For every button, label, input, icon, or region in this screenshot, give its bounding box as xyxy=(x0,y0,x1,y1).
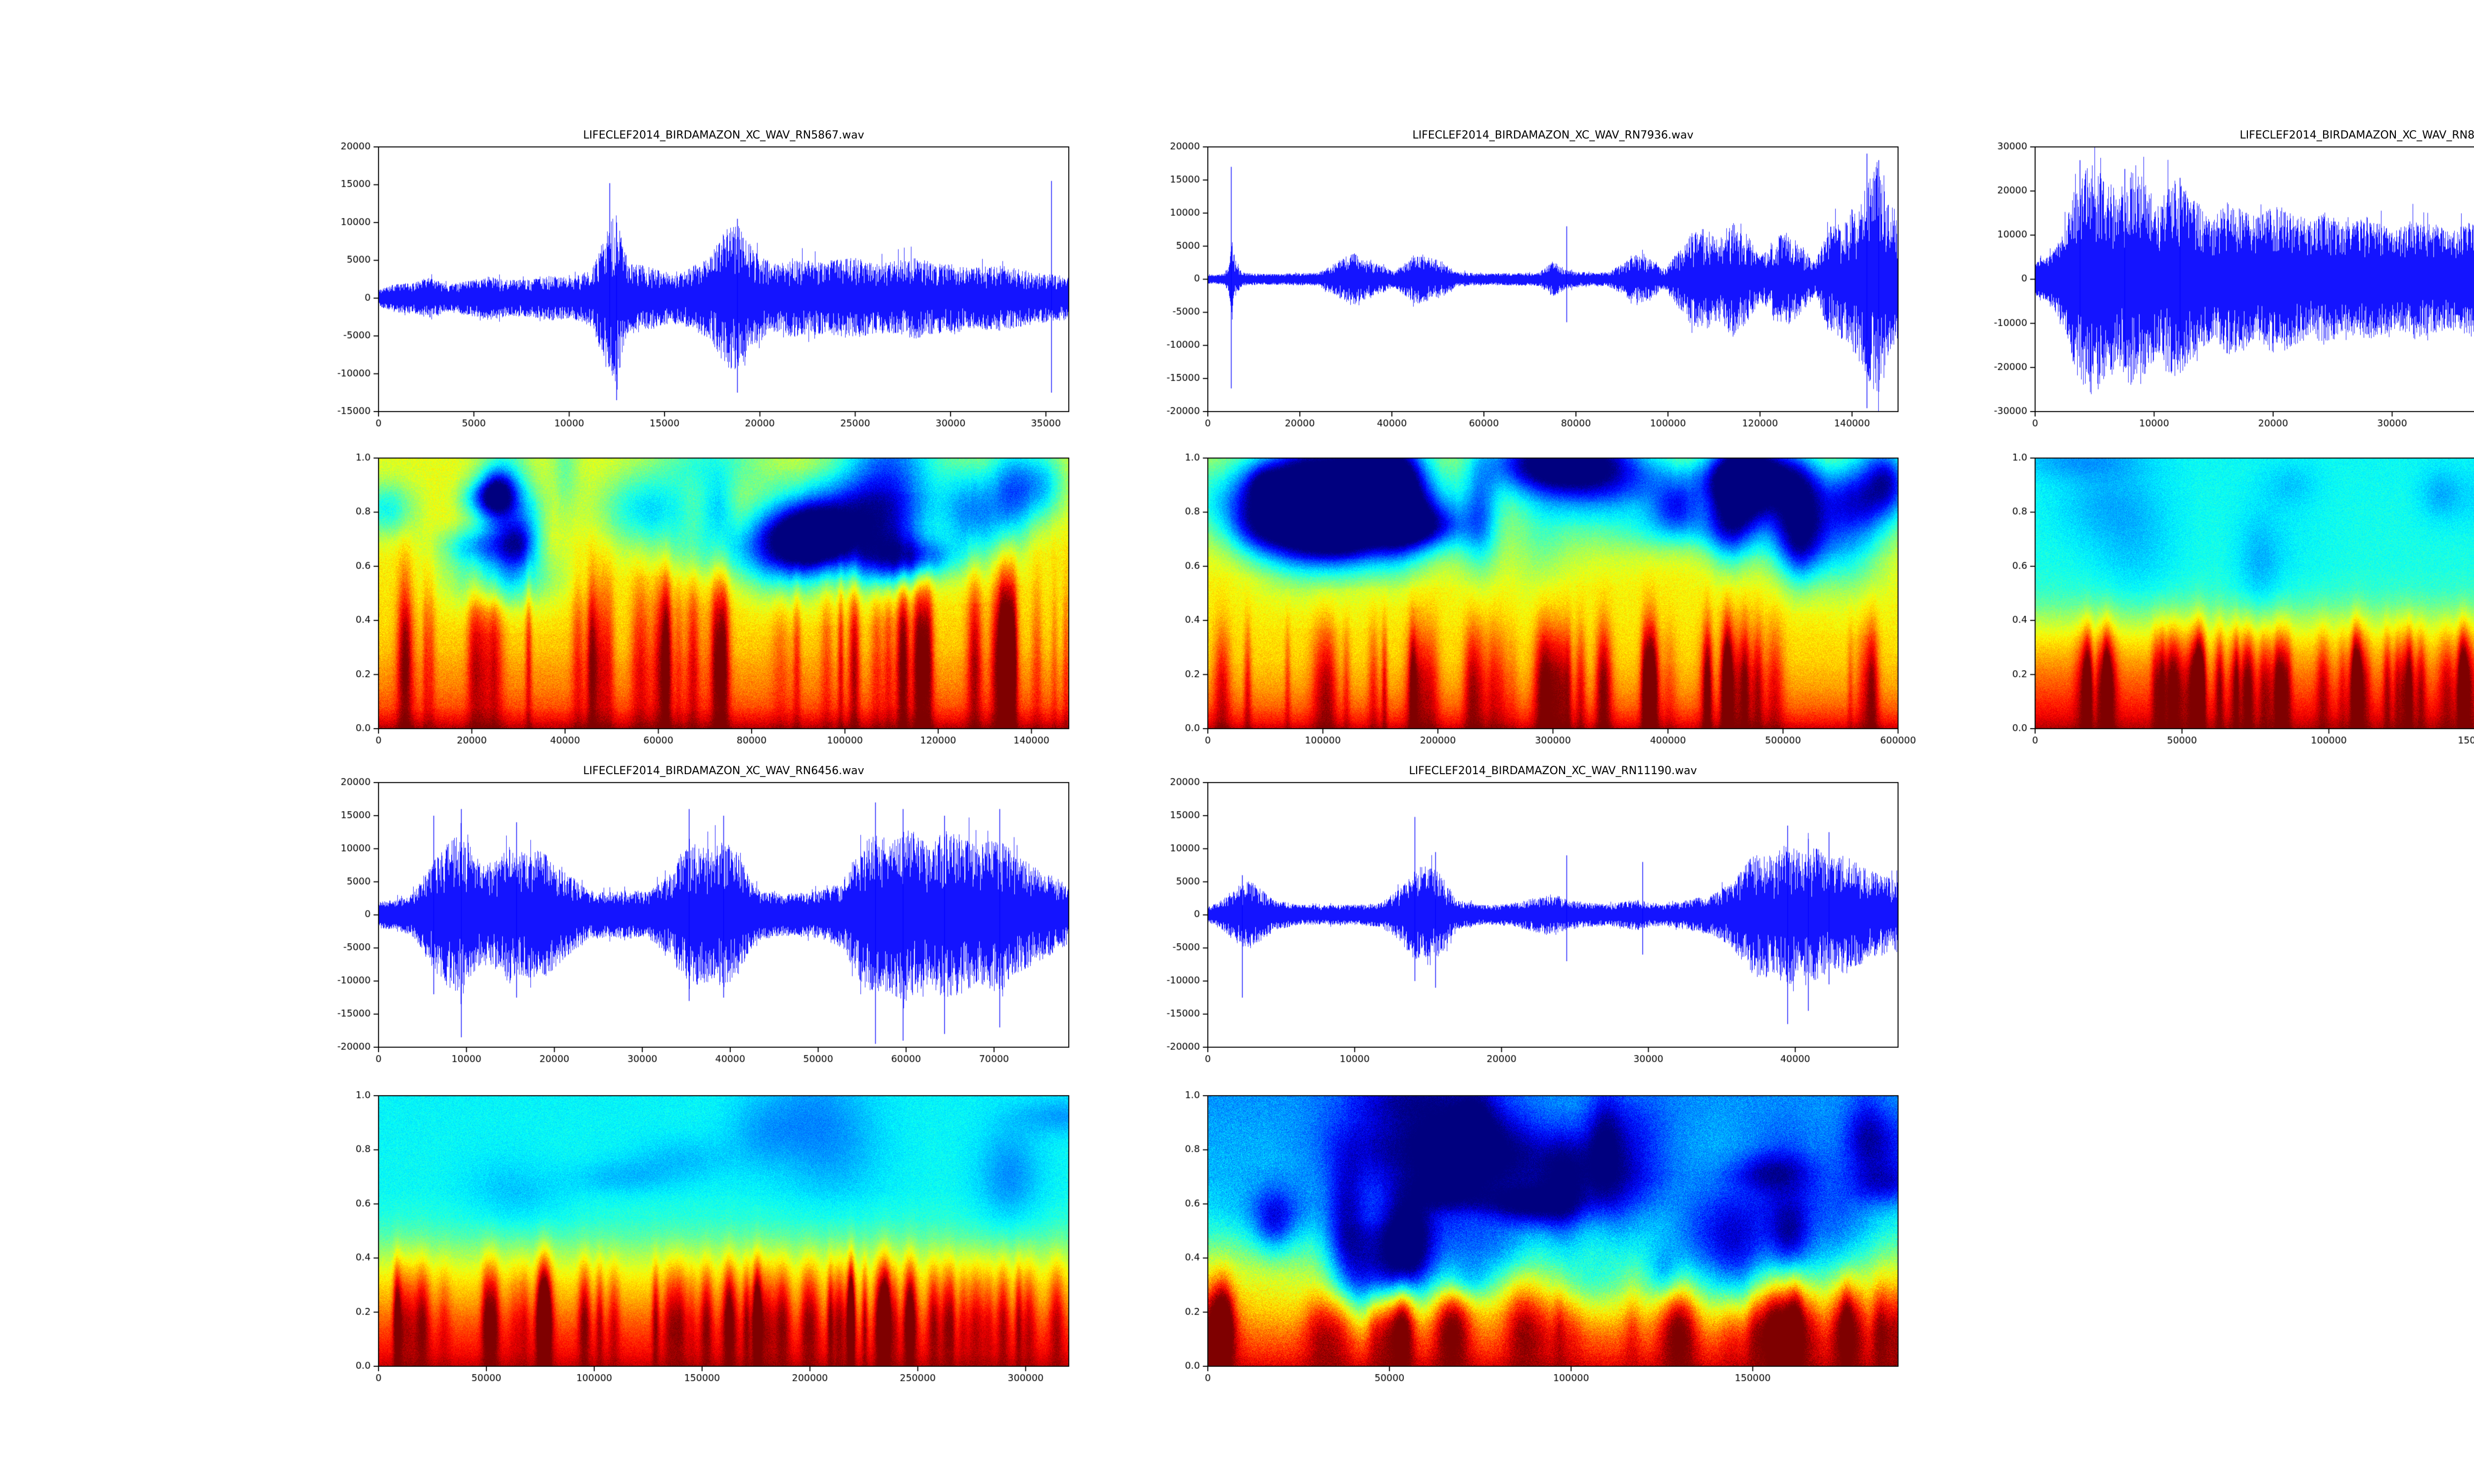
plot-rn11190-waveform: LIFECLEF2014_BIRDAMAZON_XC_WAV_RN11190.w… xyxy=(1143,758,1923,1077)
spectrogram-canvas-rn6456 xyxy=(314,1071,1094,1396)
spectrogram-canvas-rn7936 xyxy=(1143,433,1923,758)
plot-rn8643-waveform: LIFECLEF2014_BIRDAMAZON_XC_WAV_RN8643.wa… xyxy=(1971,122,2474,441)
spectrogram-canvas-rn8643 xyxy=(1971,433,2474,758)
waveform-canvas-rn11190 xyxy=(1143,758,1923,1077)
plot-rn6456-waveform: LIFECLEF2014_BIRDAMAZON_XC_WAV_RN6456.wa… xyxy=(314,758,1094,1077)
plot-rn6456-spectrogram xyxy=(314,1071,1094,1396)
spectrogram-canvas-rn5867 xyxy=(314,433,1094,758)
waveform-canvas-rn5867 xyxy=(314,122,1094,441)
plot-rn5867-waveform: LIFECLEF2014_BIRDAMAZON_XC_WAV_RN5867.wa… xyxy=(314,122,1094,441)
waveform-canvas-rn6456 xyxy=(314,758,1094,1077)
waveform-canvas-rn8643 xyxy=(1971,122,2474,441)
plot-rn8643-spectrogram xyxy=(1971,433,2474,758)
waveform-canvas-rn7936 xyxy=(1143,122,1923,441)
plot-rn7936-waveform: LIFECLEF2014_BIRDAMAZON_XC_WAV_RN7936.wa… xyxy=(1143,122,1923,441)
plot-rn5867-spectrogram xyxy=(314,433,1094,758)
plot-rn7936-spectrogram xyxy=(1143,433,1923,758)
plot-rn11190-spectrogram xyxy=(1143,1071,1923,1396)
spectrogram-canvas-rn11190 xyxy=(1143,1071,1923,1396)
